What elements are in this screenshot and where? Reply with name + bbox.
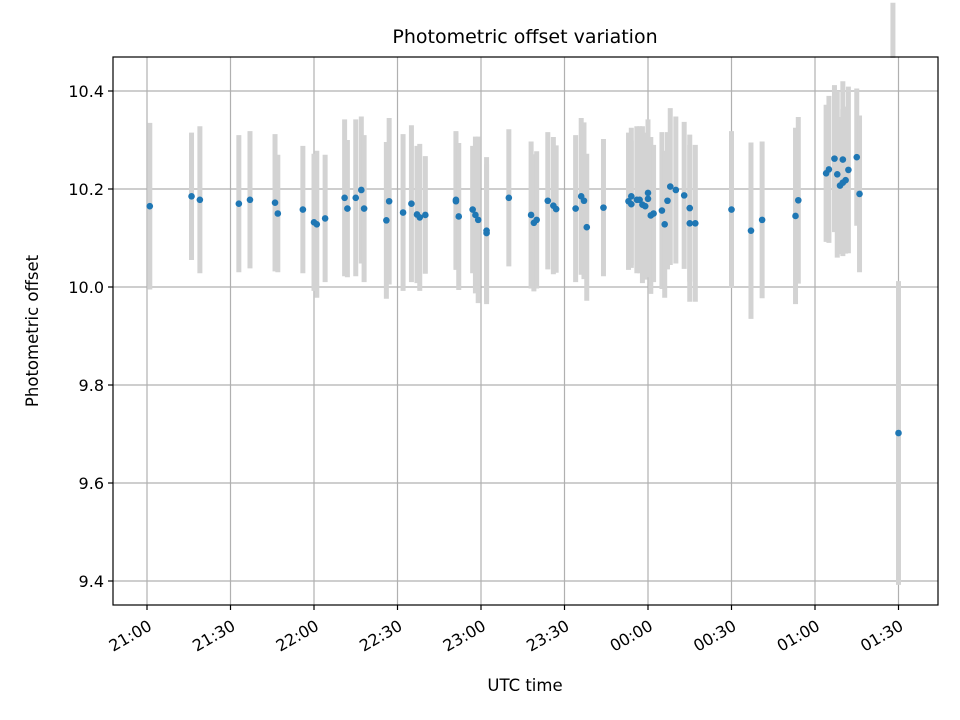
data-point (661, 220, 668, 228)
y-axis: 9.4 9.6 9.8 10.0 10.2 10.4 (68, 82, 113, 591)
data-point (853, 153, 861, 161)
data-point (580, 197, 588, 205)
data-point (728, 206, 735, 213)
data-point (644, 189, 652, 197)
y-tick-label: 10.0 (68, 278, 104, 297)
data-point (856, 190, 863, 198)
y-tick-label: 9.6 (79, 474, 104, 493)
data-point (628, 200, 635, 208)
data-point (658, 207, 666, 214)
data-point (274, 210, 282, 217)
data-point (422, 211, 429, 219)
data-point (686, 204, 694, 212)
data-point (313, 220, 321, 228)
y-tick-label: 9.4 (79, 572, 104, 591)
data-point (792, 212, 799, 220)
data-point (385, 197, 393, 205)
data-point (845, 166, 852, 174)
data-points (146, 153, 902, 437)
data-point (299, 206, 307, 213)
data-point (469, 206, 476, 213)
y-axis-label: Photometric offset (23, 254, 42, 407)
data-point (321, 215, 329, 222)
data-point (628, 193, 635, 200)
chart-title: Photometric offset variation (392, 26, 657, 48)
data-point (833, 171, 841, 178)
data-point (825, 166, 833, 173)
data-point (360, 205, 368, 212)
data-point (344, 205, 351, 212)
data-point (472, 211, 479, 219)
y-tick-label: 10.4 (68, 82, 104, 101)
data-point (641, 202, 649, 210)
data-point (895, 429, 902, 437)
data-point (583, 223, 591, 231)
data-point (795, 196, 802, 204)
data-point (680, 192, 688, 199)
data-point (666, 183, 674, 190)
data-point (692, 220, 699, 227)
data-point (533, 216, 540, 224)
data-point (408, 200, 415, 207)
data-point (544, 197, 552, 205)
data-point (358, 186, 365, 194)
grid (113, 57, 938, 605)
data-point (271, 199, 279, 207)
data-point (416, 214, 424, 221)
data-point (600, 204, 607, 211)
data-point (505, 194, 513, 202)
data-point (246, 196, 254, 204)
plot-frame (112, 56, 939, 606)
data-point (650, 210, 657, 217)
y-tick-label: 9.8 (79, 376, 104, 395)
data-point (644, 195, 652, 203)
data-point (235, 200, 243, 207)
data-point (188, 193, 195, 200)
data-point (383, 217, 390, 224)
data-point (527, 211, 535, 219)
data-point (474, 216, 482, 224)
data-point (483, 227, 490, 234)
data-point (636, 196, 643, 204)
data-point (747, 227, 755, 234)
y-tick-label: 10.2 (68, 180, 104, 199)
data-point (686, 220, 694, 227)
data-point (572, 205, 579, 212)
data-point (664, 197, 671, 205)
data-point (452, 196, 460, 204)
x-axis-label: UTC time (487, 676, 562, 695)
data-point (672, 186, 680, 194)
data-point (831, 155, 838, 162)
data-point (196, 196, 204, 204)
data-point (352, 194, 360, 202)
data-point (146, 202, 154, 210)
data-point (839, 156, 847, 163)
data-point (842, 176, 849, 184)
data-point (399, 209, 407, 216)
data-point (552, 205, 560, 213)
data-point (341, 194, 348, 202)
data-point (758, 216, 766, 224)
data-point (455, 213, 463, 220)
